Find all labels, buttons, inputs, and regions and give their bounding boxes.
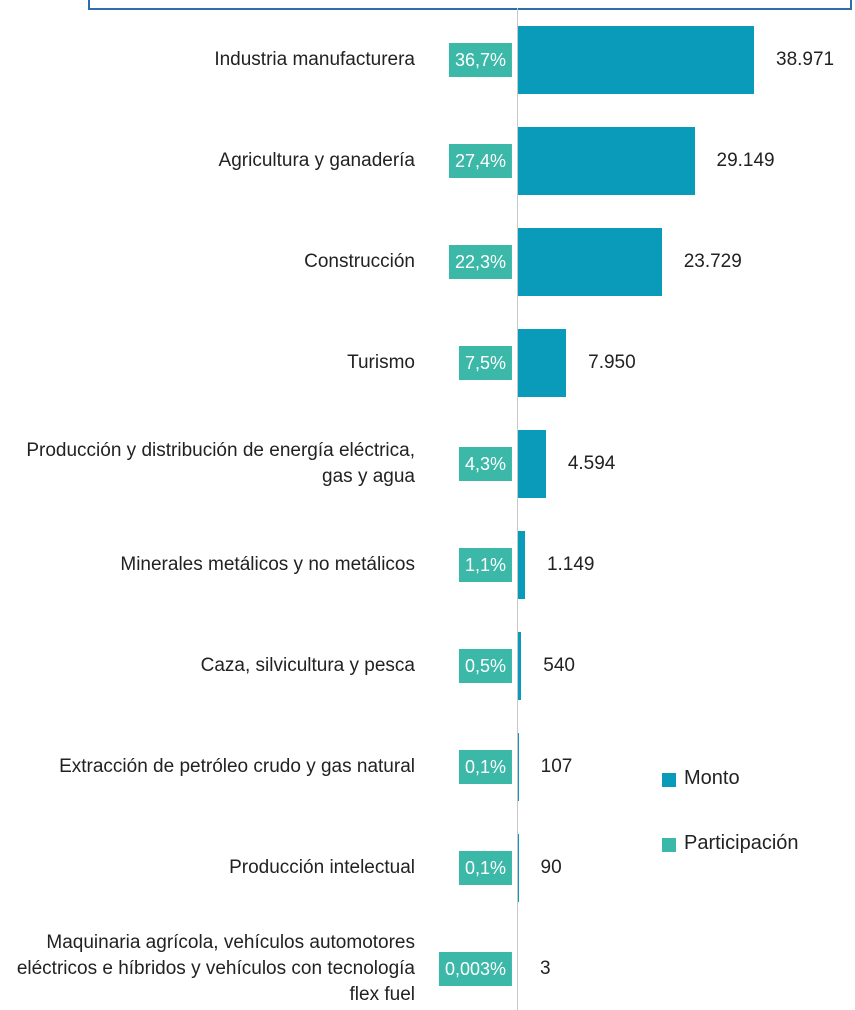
legend-label: Participación xyxy=(684,832,799,854)
category-label: Maquinaria agrícola, vehículos automotor… xyxy=(16,932,415,1005)
bar xyxy=(518,733,519,801)
axis-line xyxy=(517,8,518,1010)
value-label: 7.950 xyxy=(588,352,636,373)
category-label: Producción y distribución de energía elé… xyxy=(26,440,415,487)
category-label: Extracción de petróleo crudo y gas natur… xyxy=(59,756,415,777)
category-label: Construcción xyxy=(304,251,415,272)
value-label: 29.149 xyxy=(716,150,775,171)
bar xyxy=(518,127,695,195)
bar xyxy=(518,26,754,94)
share-label: 0,003% xyxy=(438,952,512,986)
category-label: Agricultura y ganadería xyxy=(218,150,415,171)
value-label: 1.149 xyxy=(546,554,595,575)
share-label: 22,3% xyxy=(448,245,512,279)
share-label: 0,5% xyxy=(458,649,512,683)
value-label: 107 xyxy=(540,756,573,777)
category-label: Turismo xyxy=(347,352,415,373)
frame xyxy=(88,0,852,10)
legend-swatch xyxy=(662,773,676,787)
legend-swatch xyxy=(662,838,676,852)
category-label: Minerales metálicos y no metálicos xyxy=(120,554,415,575)
share-label: 27,4% xyxy=(448,144,512,178)
category-label: Industria manufacturera xyxy=(214,49,415,70)
share-label: 1,1% xyxy=(458,548,512,582)
value-label: 38.971 xyxy=(776,49,835,70)
bar xyxy=(518,430,546,498)
legend-label: Monto xyxy=(684,767,740,789)
share-label: 0,1% xyxy=(458,750,512,784)
value-label: 540 xyxy=(543,655,575,676)
value-label: 3 xyxy=(540,958,551,979)
bar xyxy=(518,632,522,700)
share-label: 36,7% xyxy=(448,43,512,77)
bar xyxy=(518,834,519,902)
share-label: 4,3% xyxy=(458,447,512,481)
value-label: 4.594 xyxy=(567,453,616,474)
bar xyxy=(518,531,525,599)
category-label: Caza, silvicultura y pesca xyxy=(200,655,415,676)
bar xyxy=(518,228,662,296)
share-label: 7,5% xyxy=(458,346,512,380)
share-label: 0,1% xyxy=(458,851,512,885)
value-label: 90 xyxy=(540,857,562,878)
bar xyxy=(518,329,567,397)
category-label: Producción intelectual xyxy=(229,857,415,878)
value-label: 23.729 xyxy=(683,251,742,272)
